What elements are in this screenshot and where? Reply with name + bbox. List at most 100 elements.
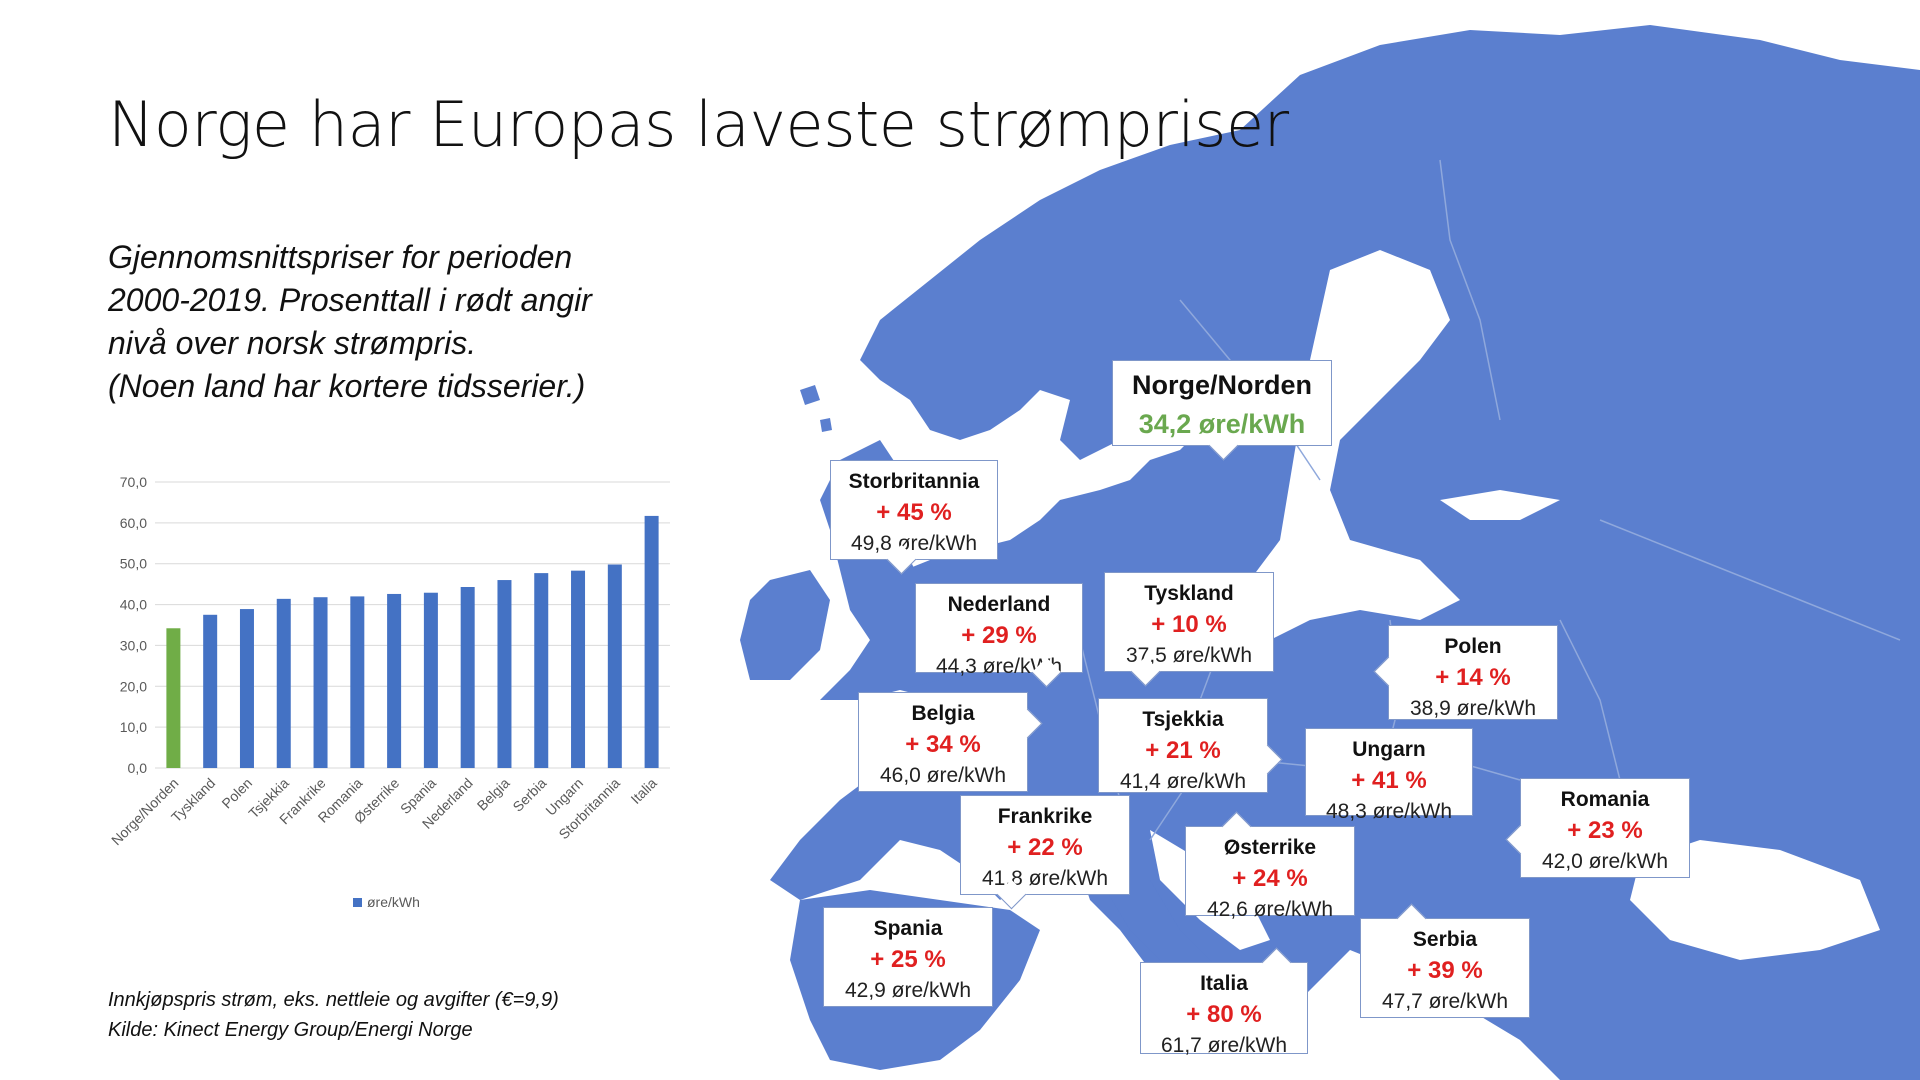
callout-value: 61,7 øre/kWh <box>1160 1034 1288 1057</box>
callout-country: Frankrike <box>997 805 1093 828</box>
callout-value: 42,6 øre/kWh <box>1206 898 1334 921</box>
callout-romania: Romania + 23 % 42,0 øre/kWh <box>1505 778 1690 878</box>
callout-serbia: Serbia + 39 % 47,7 øre/kWh <box>1360 903 1530 1018</box>
bar <box>644 515 659 768</box>
callout-belgia: Belgia + 34 % 46,0 øre/kWh <box>858 692 1043 792</box>
chart-bars <box>166 515 659 768</box>
map-gulf-of-finland <box>1440 490 1560 520</box>
callout-percent: + 80 % <box>1186 1001 1262 1028</box>
bar <box>387 593 402 768</box>
callout-percent: + 24 % <box>1232 865 1308 892</box>
callout-value: 37,5 øre/kWh <box>1125 644 1253 667</box>
callout-percent: + 14 % <box>1435 664 1511 691</box>
callout-frankrike: Frankrike + 22 % 41,8 øre/kWh <box>960 795 1130 910</box>
callout-percent: + 34 % <box>905 731 981 758</box>
callout-tyskland: Tyskland + 10 % 37,5 øre/kWh <box>1104 572 1274 687</box>
y-tick-label: 30,0 <box>120 637 147 653</box>
map-ireland <box>740 570 830 680</box>
bar <box>313 597 328 768</box>
callout-percent: + 29 % <box>961 622 1037 649</box>
legend-swatch <box>353 898 362 907</box>
callout-percent: + 25 % <box>870 946 946 973</box>
map-islands <box>800 385 832 432</box>
x-tick-label: Belgia <box>474 775 513 814</box>
callout-norge: Norge/Norden 34,2 øre/kWh <box>1112 360 1332 461</box>
callout-value: 42,0 øre/kWh <box>1541 850 1669 873</box>
bar <box>534 573 549 768</box>
y-tick-label: 50,0 <box>120 556 147 572</box>
y-tick-label: 0,0 <box>128 760 148 776</box>
callout-percent: + 21 % <box>1145 737 1221 764</box>
bar <box>166 628 181 768</box>
callout-value: 46,0 øre/kWh <box>879 764 1007 787</box>
bar <box>571 570 586 768</box>
callout-value: 48,3 øre/kWh <box>1325 800 1453 823</box>
bar <box>276 598 291 768</box>
callout-percent: + 23 % <box>1567 817 1643 844</box>
bar <box>203 614 218 768</box>
callout-country: Nederland <box>947 593 1051 616</box>
page-title: Norge har Europas laveste strømpriser <box>108 88 1289 161</box>
callout-percent: + 45 % <box>876 499 952 526</box>
callout-value: 41,8 øre/kWh <box>981 867 1109 890</box>
description-line: Gjennomsnittspriser for perioden <box>108 239 573 275</box>
callout-country: Serbia <box>1412 928 1478 951</box>
y-tick-label: 10,0 <box>120 719 147 735</box>
y-tick-label: 70,0 <box>120 474 147 490</box>
bar <box>607 564 622 768</box>
callout-percent: + 22 % <box>1007 834 1083 861</box>
callout-country: Spania <box>873 917 943 940</box>
bar <box>460 587 475 768</box>
callout-value: 44,3 øre/kWh <box>935 655 1063 678</box>
callout-country: Norge/Norden <box>1131 370 1312 400</box>
description-line: (Noen land har kortere tidsserier.) <box>108 368 586 404</box>
bar <box>350 596 365 768</box>
callout-country: Belgia <box>911 702 975 725</box>
callout-value: 38,9 øre/kWh <box>1409 697 1537 720</box>
callout-spania: Spania + 25 % 42,9 øre/kWh <box>823 907 993 1007</box>
callout-ungarn: Ungarn + 41 % 48,3 øre/kWh <box>1305 728 1473 823</box>
map-black-sea <box>1630 840 1880 960</box>
callout-country: Østerrike <box>1223 836 1317 859</box>
y-axis-ticks: 0,0 10,0 20,0 30,0 40,0 50,0 60,0 70,0 <box>120 474 147 776</box>
callout-tsjekkia: Tsjekkia + 21 % 41,4 øre/kWh <box>1098 698 1283 793</box>
footnote-line: Kilde: Kinect Energy Group/Energi Norge <box>108 1019 473 1041</box>
chart-gridlines <box>155 481 670 769</box>
callout-value: 42,9 øre/kWh <box>844 979 972 1002</box>
footnote-line: Innkjøpspris strøm, eks. nettleie og avg… <box>108 989 559 1011</box>
bar-chart: 0,0 10,0 20,0 30,0 40,0 50,0 60,0 70,0 Norge/No… <box>108 474 670 910</box>
callout-country: Storbritannia <box>848 470 980 493</box>
y-tick-label: 20,0 <box>120 678 147 694</box>
callout-value: 47,7 øre/kWh <box>1381 990 1509 1013</box>
description-line: nivå over norsk strømpris. <box>108 325 477 361</box>
callout-country: Romania <box>1560 788 1650 811</box>
callout-value: 49,8 øre/kWh <box>850 532 978 555</box>
callout-country: Ungarn <box>1352 738 1426 761</box>
callout-italia: Italia + 80 % 61,7 øre/kWh <box>1140 947 1308 1057</box>
bar <box>497 580 512 768</box>
footnote: Innkjøpspris strøm, eks. nettleie og avg… <box>108 985 559 1045</box>
description-line: 2000-2019. Prosenttall i rødt angir <box>108 282 592 318</box>
callout-percent: + 10 % <box>1151 611 1227 638</box>
bar <box>423 592 438 768</box>
y-tick-label: 60,0 <box>120 515 147 531</box>
callout-osterrike: Østerrike + 24 % 42,6 øre/kWh <box>1185 811 1355 921</box>
callout-percent: + 41 % <box>1351 767 1427 794</box>
callout-country: Tsjekkia <box>1142 708 1224 731</box>
bar <box>239 609 254 768</box>
chart-description: Gjennomsnittspriser for perioden 2000-20… <box>108 236 728 408</box>
callout-percent: + 39 % <box>1407 957 1483 984</box>
legend-label: øre/kWh <box>367 894 420 910</box>
y-tick-label: 40,0 <box>120 597 147 613</box>
callout-nederland: Nederland + 29 % 44,3 øre/kWh <box>915 583 1083 688</box>
callout-storbritannia: Storbritannia + 45 % 49,8 øre/kWh <box>830 460 998 575</box>
callout-country: Tyskland <box>1144 582 1234 605</box>
x-tick-label: Italia <box>627 775 659 807</box>
callout-country: Polen <box>1444 635 1502 658</box>
callout-polen: Polen + 14 % 38,9 øre/kWh <box>1373 625 1558 720</box>
chart-legend: øre/kWh <box>353 894 420 910</box>
callout-country: Italia <box>1200 972 1248 995</box>
callout-value: 41,4 øre/kWh <box>1119 770 1247 793</box>
map-baltic-sea <box>1230 250 1460 640</box>
